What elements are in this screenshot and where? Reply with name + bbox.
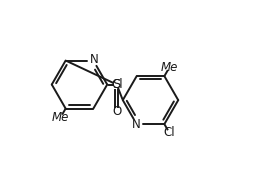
Text: Me: Me [52,111,69,124]
Text: Cl: Cl [163,126,175,139]
Text: O: O [112,105,121,118]
Text: Me: Me [161,61,178,74]
Text: N: N [90,53,98,66]
Text: Cl: Cl [111,78,123,91]
Text: S: S [113,78,121,91]
Text: N: N [132,118,141,131]
